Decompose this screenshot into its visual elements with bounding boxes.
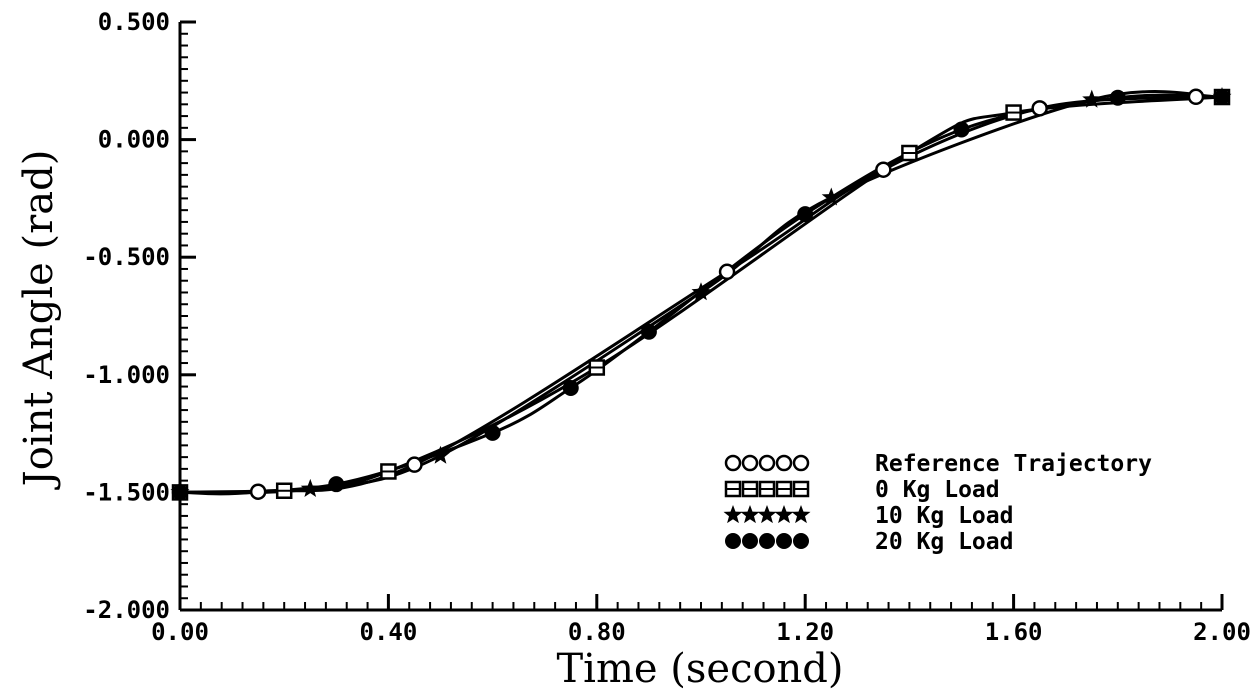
series-2-point [588,359,606,376]
legend-marker [724,480,742,498]
legend-item: Reference Trajectory [724,451,1152,477]
series-4-point [562,379,579,396]
series-4-point [1214,89,1230,106]
legend-marker [741,480,759,498]
legend-marker [758,480,776,498]
legend-marker [792,454,810,472]
legend-label: Reference Trajectory [875,451,1152,477]
series-3-point [821,187,841,206]
legend-marker [793,533,809,549]
y-axis-title: Joint Angle (rad) [16,150,62,491]
legend-item: 20 Kg Load [725,529,1013,555]
series-4-point [484,424,501,441]
tick-labels: 0.00 0.40 0.80 1.20 1.60 2.00 0.500 0.000 -0.500… [83,8,1251,646]
series-line-4 [179,93,1223,494]
series-1-point [406,456,423,473]
series-4-point [797,206,814,223]
legend-marker [724,454,742,472]
y-tick-label: -1.000 [83,361,170,389]
legend-marker [775,480,793,498]
series-2-point [275,482,293,500]
legend-marker [775,454,793,472]
y-tick-label: -2.000 [83,596,170,624]
series-3-point [431,445,450,464]
series-1-point [875,161,892,178]
series-1-point [249,483,267,500]
series-1-point [718,263,736,281]
legend-item: 10 Kg Load [723,503,1013,529]
series-1-point [1031,100,1048,117]
legend-marker [774,505,794,524]
legend-marker [791,505,811,524]
x-tick-label: 1.20 [776,618,834,646]
y-tick-label: -1.500 [83,478,170,506]
x-tick-label: 0.40 [360,618,418,646]
series-2-point [901,144,918,162]
legend-marker [757,505,777,524]
series-4-point [1109,89,1126,106]
legend-label: 10 Kg Load [875,503,1013,529]
series-4-point [640,323,657,340]
x-tick-label: 0.80 [568,618,626,646]
legend-marker [740,505,760,524]
legend-marker [741,454,759,472]
series-2-point [1005,104,1022,121]
legend-label: 0 Kg Load [875,477,1000,503]
legend-marker [759,533,775,549]
legend-marker [725,533,741,549]
legend-marker [742,533,758,549]
x-tick-label: 0.00 [151,618,209,646]
y-tick-label: 0.000 [98,126,170,154]
legend-marker [723,505,743,524]
series-4-point [172,484,188,501]
legend-marker [758,454,776,472]
x-tick-label: 2.00 [1193,618,1251,646]
series-4-point [953,121,970,138]
legend-label: 20 Kg Load [875,529,1013,555]
x-tick-label: 1.60 [985,618,1043,646]
series-4-point [328,476,345,493]
x-axis-title: Time (second) [556,646,843,692]
series-1-point [1187,88,1205,106]
legend-marker [776,533,792,549]
legend-item: 0 Kg Load [724,477,1000,503]
series-3-point [300,478,320,497]
series-line-1 [179,95,1197,496]
legend-marker [792,480,810,498]
series-markers [170,87,1232,501]
axes [178,20,1224,612]
series-2-point [380,463,397,480]
y-tick-label: 0.500 [98,8,170,36]
series-3-point [691,282,711,301]
series-3-point [1082,89,1102,108]
y-tick-label: -0.500 [83,243,170,271]
